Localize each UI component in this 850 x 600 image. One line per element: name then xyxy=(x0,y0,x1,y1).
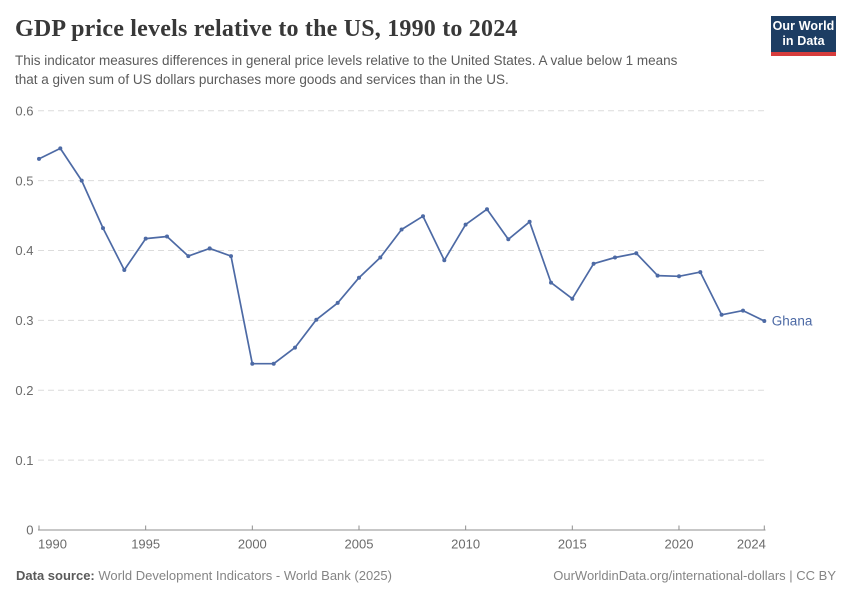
data-point-marker xyxy=(741,308,745,313)
data-point-marker xyxy=(378,255,383,260)
data-point-marker xyxy=(250,361,255,366)
data-point-marker xyxy=(591,261,596,266)
data-source: Data source: World Development Indicator… xyxy=(16,568,392,583)
data-point-marker xyxy=(399,227,404,232)
data-point-marker xyxy=(229,254,233,259)
x-axis-label: 2000 xyxy=(238,537,267,552)
data-point-marker xyxy=(293,345,297,350)
y-axis-label: 0.3 xyxy=(15,313,33,328)
data-point-marker xyxy=(698,270,703,275)
data-point-marker xyxy=(570,296,575,301)
x-axis-label: 2020 xyxy=(665,537,694,552)
data-point-marker xyxy=(143,236,148,241)
y-axis-label: 0.6 xyxy=(15,103,33,118)
data-point-marker xyxy=(613,255,617,260)
data-point-marker xyxy=(677,274,681,279)
subtitle-line-2: that a given sum of US dollars purchases… xyxy=(15,71,509,87)
data-point-marker xyxy=(79,178,84,183)
x-axis-label: 2005 xyxy=(345,537,374,552)
data-point-marker xyxy=(442,258,447,263)
data-point-marker xyxy=(186,254,191,259)
data-point-marker xyxy=(463,222,468,227)
x-axis-label: 1995 xyxy=(131,537,160,552)
x-axis-label: 2010 xyxy=(451,537,480,552)
page-title: GDP price levels relative to the US, 199… xyxy=(15,16,518,42)
y-axis-label: 0.2 xyxy=(15,383,33,398)
y-axis-label: 0.4 xyxy=(15,243,33,258)
data-point-marker xyxy=(527,219,532,224)
credit-line: OurWorldinData.org/international-dollars… xyxy=(553,568,836,583)
data-point-marker xyxy=(314,317,319,322)
data-source-label: Data source: xyxy=(16,568,95,583)
x-axis-label: 1990 xyxy=(38,537,67,552)
subtitle-line-1: This indicator measures differences in g… xyxy=(15,53,678,68)
data-point-marker xyxy=(634,251,639,256)
data-point-marker xyxy=(506,237,511,242)
data-point-marker xyxy=(719,312,724,317)
data-point-marker xyxy=(655,273,660,278)
data-point-marker xyxy=(271,361,276,366)
y-axis-label: 0.1 xyxy=(15,453,33,468)
logo-line-2: in Data xyxy=(782,33,825,48)
data-point-marker xyxy=(357,275,361,280)
data-point-marker xyxy=(101,226,105,231)
data-point-marker xyxy=(421,214,425,219)
logo-line-1: Our World xyxy=(772,19,835,33)
data-point-marker xyxy=(207,246,212,251)
data-point-marker xyxy=(58,146,63,151)
chart-subtitle: This indicator measures differences in g… xyxy=(15,52,677,89)
y-axis-label: 0 xyxy=(26,523,33,538)
data-point-marker xyxy=(549,280,553,285)
x-axis-label: 2024 xyxy=(737,537,766,552)
data-point-marker xyxy=(335,300,340,305)
owid-logo: Our World in Data xyxy=(771,16,836,56)
data-point-marker xyxy=(762,319,767,323)
data-point-marker xyxy=(122,268,127,272)
data-point-marker xyxy=(37,156,41,161)
data-source-text: World Development Indicators - World Ban… xyxy=(98,568,392,583)
x-axis-label: 2015 xyxy=(558,537,587,552)
y-axis-label: 0.5 xyxy=(15,173,33,188)
series-end-label: Ghana xyxy=(772,314,813,329)
data-point-marker xyxy=(165,234,169,239)
data-point-marker xyxy=(485,207,489,212)
chart-footer: Data source: World Development Indicator… xyxy=(16,568,836,583)
